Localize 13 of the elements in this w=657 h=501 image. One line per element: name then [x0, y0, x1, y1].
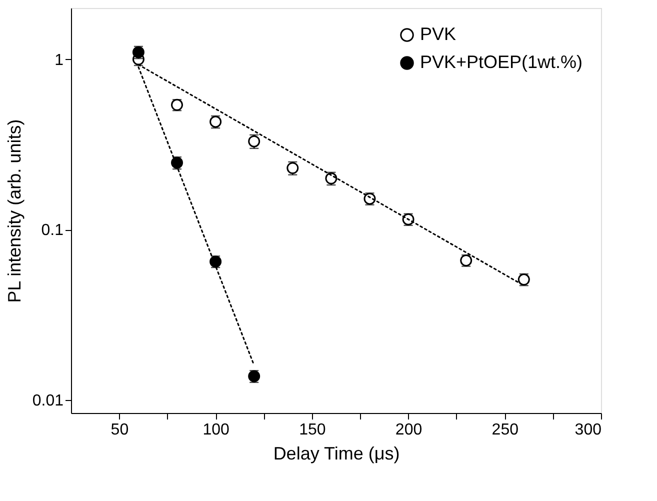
legend-label: PVK+PtOEP(1wt.%): [420, 52, 583, 72]
y-tick-label: 0.01: [32, 392, 64, 410]
x-tick-label: 100: [202, 422, 230, 438]
x-tick-label: 200: [395, 422, 422, 438]
legend-label: PVK: [420, 24, 456, 44]
x-tick-label: 50: [110, 422, 129, 438]
y-axis-title: PL intensity (arb. units): [4, 119, 24, 303]
x-tick-label: 150: [299, 422, 326, 438]
x-tick-label: 300: [574, 422, 602, 438]
y-tick-label: 0.1: [41, 222, 64, 240]
x-tick-label: 250: [492, 422, 519, 438]
y-tick-label: 1: [54, 52, 64, 69]
x-axis-title: Delay Time (μs): [273, 444, 400, 464]
